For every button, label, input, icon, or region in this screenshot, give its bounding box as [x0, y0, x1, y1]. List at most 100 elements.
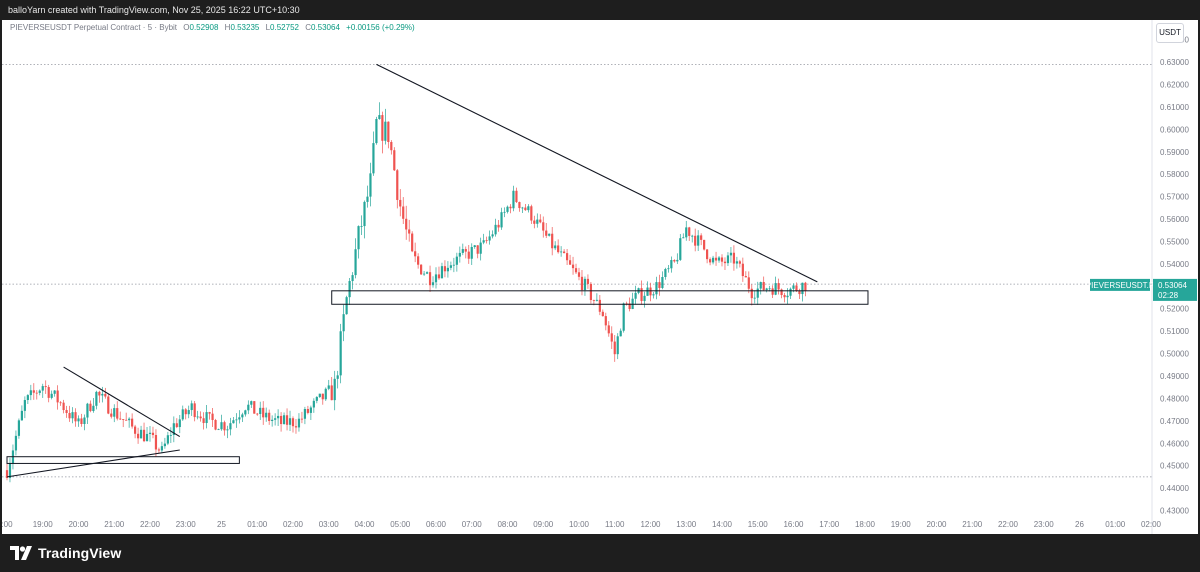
symbol-tag-text: PIEVERSEUSDT.P	[1086, 281, 1154, 290]
candle-body	[35, 392, 38, 394]
candle-body	[634, 292, 637, 299]
candle-body	[80, 418, 83, 425]
candle-body	[440, 266, 444, 279]
time-tick-label: 22:00	[140, 520, 161, 529]
candlestick-chart[interactable]: 0.640000.630000.620000.610000.600000.590…	[2, 20, 1198, 534]
time-tick-label: 23:00	[1034, 520, 1055, 529]
candle-body	[476, 245, 479, 254]
candle-body	[348, 281, 351, 298]
candle-body	[297, 418, 301, 428]
candle-body	[795, 285, 798, 291]
candle-body	[515, 190, 518, 203]
legend-open-label: O	[183, 23, 190, 32]
candle-body	[786, 295, 789, 298]
candle-body	[17, 420, 21, 436]
candle-body	[422, 273, 426, 275]
candle-body	[318, 393, 321, 397]
candle-body	[682, 237, 685, 239]
candle-body	[8, 463, 12, 479]
candle-body	[268, 412, 271, 421]
candle-body	[333, 378, 336, 401]
candle-body	[62, 402, 65, 411]
time-tick-label: 22:00	[998, 520, 1019, 529]
time-tick-label: 12:00	[640, 520, 661, 529]
candle-body	[321, 393, 324, 400]
candle-body	[512, 190, 515, 209]
candle-body	[32, 390, 35, 393]
candle-body	[315, 396, 318, 401]
legend-close-label: C	[305, 23, 311, 32]
candle-body	[601, 311, 604, 317]
candle-body	[262, 407, 265, 418]
candle-body	[655, 282, 658, 295]
candle-body	[285, 415, 289, 425]
candle-body	[801, 282, 804, 295]
candle-body	[777, 283, 780, 290]
candle-body	[47, 387, 50, 398]
legend-symbol: PIEVERSEUSDT Perpetual Contract · 5 · By…	[10, 23, 178, 32]
candle-body	[232, 420, 235, 424]
candle-body	[282, 415, 286, 425]
candle-body	[735, 261, 738, 264]
price-tag-box	[1153, 278, 1197, 301]
candle-body	[676, 259, 679, 262]
candle-body	[503, 211, 506, 213]
candle-body	[244, 410, 247, 415]
candle-body	[592, 300, 595, 301]
candle-body	[107, 396, 110, 414]
candle-body	[774, 283, 777, 295]
candle-body	[551, 233, 554, 249]
chart-area[interactable]: 0.640000.630000.620000.610000.600000.590…	[2, 20, 1198, 534]
candle-body	[652, 294, 655, 296]
candle-body	[545, 230, 548, 236]
price-tick-label: 0.50000	[1160, 350, 1189, 359]
price-tick-label: 0.62000	[1160, 81, 1189, 90]
candle-body	[399, 199, 402, 207]
candle-body	[619, 330, 622, 337]
candle-body	[643, 295, 646, 302]
time-tick-label: 11:00	[605, 520, 625, 529]
candle-body	[160, 446, 164, 451]
candle-body	[199, 416, 202, 419]
candle-body	[425, 272, 429, 274]
candle-body	[253, 401, 256, 414]
candle-body	[110, 413, 113, 417]
candle-body	[595, 299, 598, 301]
candle-body	[789, 288, 792, 296]
time-tick-label: 19:00	[891, 520, 912, 529]
candle-body	[77, 418, 80, 422]
candle-body	[131, 418, 134, 427]
time-tick-label: 10:00	[569, 520, 590, 529]
candle-body	[613, 341, 616, 355]
candle-body	[71, 412, 74, 419]
candle-body	[14, 435, 18, 451]
price-tick-label: 0.56000	[1160, 215, 1189, 224]
candle-body	[568, 260, 572, 265]
candle-body	[723, 261, 727, 264]
candle-body	[387, 121, 390, 143]
candle-body	[583, 278, 587, 291]
candle-body	[83, 417, 86, 425]
tradingview-logo-icon	[10, 546, 32, 560]
trendline	[63, 366, 181, 438]
candle-body	[125, 419, 128, 421]
candle-body	[92, 405, 95, 412]
candle-body	[530, 206, 533, 221]
candle-body	[324, 388, 327, 400]
candle-body	[89, 403, 92, 412]
candle-body	[479, 242, 482, 254]
candle-body	[428, 272, 432, 286]
tradingview-logo[interactable]: TradingView	[10, 544, 121, 562]
legend-low-label: L	[265, 23, 271, 32]
candle-body	[128, 418, 131, 421]
candle-body	[452, 264, 455, 266]
time-tick-label: :00	[2, 520, 13, 529]
candle-body	[792, 285, 795, 289]
trendline	[6, 449, 180, 478]
candle-body	[414, 251, 417, 257]
candle-body	[607, 325, 610, 334]
candle-body	[369, 173, 372, 197]
candle-body	[202, 418, 205, 424]
candle-body	[688, 227, 691, 236]
currency-unit-button[interactable]: USDT	[1156, 23, 1184, 43]
